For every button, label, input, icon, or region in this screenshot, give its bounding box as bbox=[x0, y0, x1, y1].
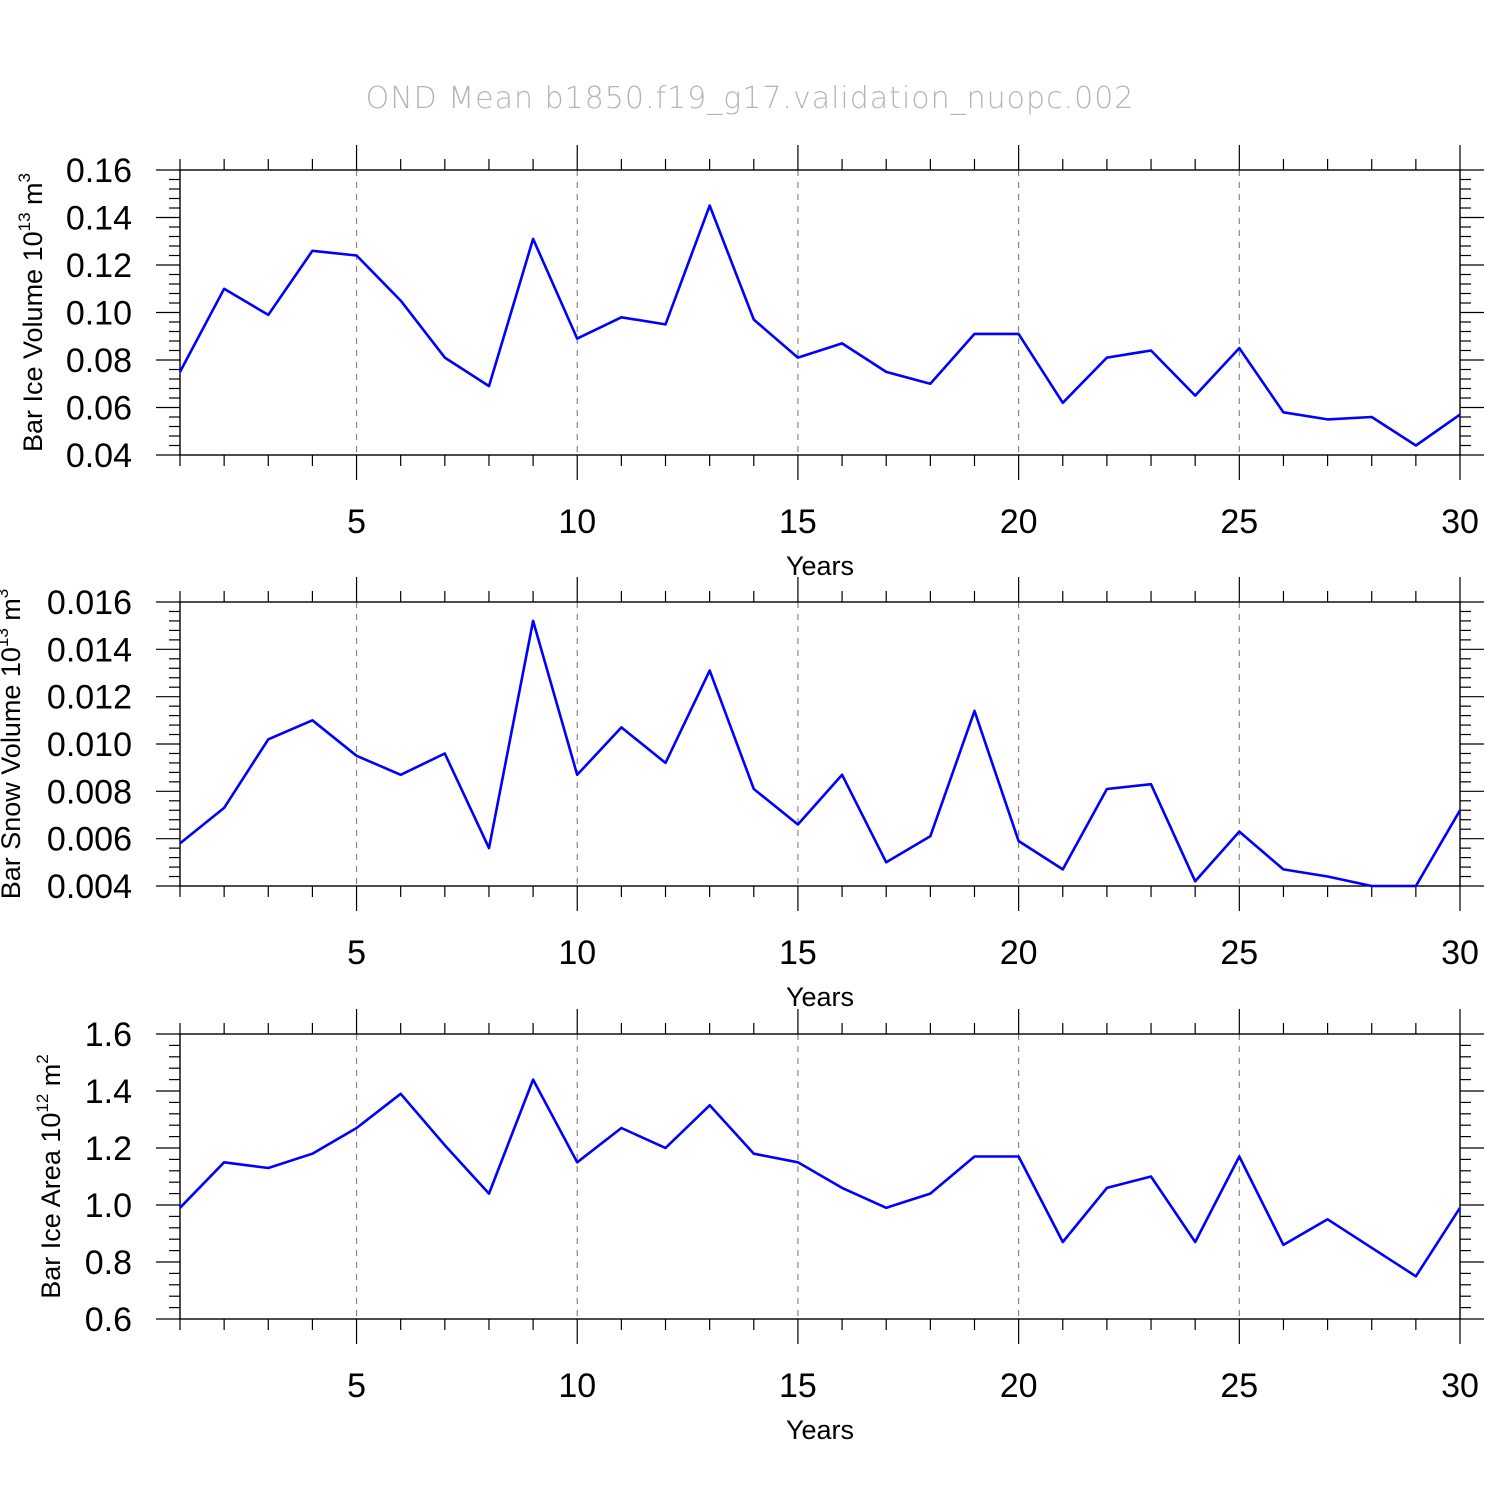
y-axis-label-exponent: 13 bbox=[15, 212, 34, 231]
y-tick-label: 0.012 bbox=[47, 679, 132, 717]
y-tick-label: 0.008 bbox=[47, 773, 132, 811]
x-tick-label: 5 bbox=[347, 503, 366, 541]
y-axis-label-unit: m bbox=[18, 182, 48, 212]
y-tick-label: 1.0 bbox=[85, 1187, 132, 1225]
y-axis-label-exponent: 13 bbox=[0, 628, 12, 647]
x-tick-label: 30 bbox=[1441, 503, 1479, 541]
y-tick-label: 1.4 bbox=[85, 1073, 132, 1111]
y-tick-label: 0.04 bbox=[66, 437, 132, 475]
y-axis-label: Bar Ice Volume 1013 m3 bbox=[15, 173, 48, 452]
y-tick-label: 0.08 bbox=[66, 342, 132, 380]
y-tick-label: 0.010 bbox=[47, 726, 132, 764]
y-tick-label: 1.6 bbox=[85, 1016, 132, 1054]
figure-title: OND Mean b1850.f19_g17.validation_nuopc.… bbox=[366, 81, 1135, 116]
panel-bar-snow-volume: 5 10 15 20 25 30 Years 0.004 0.006 0.008 0.010 0.01… bbox=[0, 577, 1484, 1012]
x-tick-label: 20 bbox=[1000, 1367, 1038, 1405]
x-tick-label: 25 bbox=[1220, 934, 1258, 972]
plot-frame bbox=[179, 1033, 1461, 1320]
x-axis-label: Years bbox=[786, 551, 854, 581]
y-tick-label: 0.10 bbox=[66, 295, 132, 333]
x-tick-label: 30 bbox=[1441, 934, 1479, 972]
x-tick-label: 15 bbox=[779, 934, 817, 972]
y-tick-label: 0.014 bbox=[47, 631, 132, 669]
y-axis-label-unit: m bbox=[0, 598, 26, 628]
y-axis-label-unit-exponent: 3 bbox=[15, 173, 34, 182]
x-tick-label: 25 bbox=[1220, 1367, 1258, 1405]
x-tick-label: 15 bbox=[779, 1367, 817, 1405]
y-tick-label: 0.6 bbox=[85, 1301, 132, 1339]
y-axis-label-unit: m bbox=[36, 1064, 66, 1094]
series-line bbox=[179, 619, 1462, 888]
plot-frame bbox=[179, 601, 1461, 887]
y-axis-label: Bar Ice Area 1012 m2 bbox=[33, 1054, 66, 1299]
y-tick-label: 0.16 bbox=[66, 152, 132, 190]
x-tick-label: 20 bbox=[1000, 934, 1038, 972]
y-axis-label-text: Bar Ice Area 10 bbox=[36, 1113, 66, 1299]
y-tick-label: 0.14 bbox=[66, 200, 132, 238]
x-tick-label: 10 bbox=[558, 503, 596, 541]
series-line bbox=[178, 204, 1461, 447]
y-tick-label: 0.016 bbox=[47, 584, 132, 622]
y-tick-label: 0.06 bbox=[66, 390, 132, 428]
y-axis-label-unit-exponent: 2 bbox=[33, 1054, 52, 1063]
y-axis-label-exponent: 12 bbox=[33, 1094, 52, 1113]
panel-bar-ice-volume: 5 10 15 20 25 30 Years 0.04 0.06 0.08 0.10 0.12 0.14… bbox=[15, 145, 1484, 581]
x-axis-label: Years bbox=[786, 1415, 854, 1445]
y-axis-label: Bar Snow Volume 1013 m3 bbox=[0, 589, 26, 900]
x-tick-label: 10 bbox=[558, 1367, 596, 1405]
y-axis-label-unit-exponent: 3 bbox=[0, 589, 12, 598]
x-tick-label: 5 bbox=[347, 934, 366, 972]
y-tick-label: 0.006 bbox=[47, 821, 132, 859]
y-tick-label: 1.2 bbox=[85, 1130, 132, 1168]
y-axis-label-text: Bar Ice Volume 10 bbox=[18, 231, 48, 452]
plot-frame bbox=[179, 169, 1461, 456]
panel-bar-ice-area: 5 10 15 20 25 30 Years 0.6 0.8 1.0 1.2 1.4 1.6 Bar Ic… bbox=[33, 1009, 1484, 1445]
y-tick-label: 0.004 bbox=[47, 868, 132, 906]
x-tick-label: 25 bbox=[1220, 503, 1258, 541]
y-axis-label-text: Bar Snow Volume 10 bbox=[0, 647, 26, 899]
x-tick-label: 30 bbox=[1441, 1367, 1479, 1405]
series-line bbox=[179, 1078, 1462, 1278]
x-tick-label: 5 bbox=[347, 1367, 366, 1405]
x-tick-label: 15 bbox=[779, 503, 817, 541]
y-tick-label: 0.12 bbox=[66, 247, 132, 285]
y-tick-label: 0.8 bbox=[85, 1244, 132, 1282]
x-tick-label: 20 bbox=[1000, 503, 1038, 541]
x-tick-label: 10 bbox=[558, 934, 596, 972]
x-axis-label: Years bbox=[786, 982, 854, 1012]
